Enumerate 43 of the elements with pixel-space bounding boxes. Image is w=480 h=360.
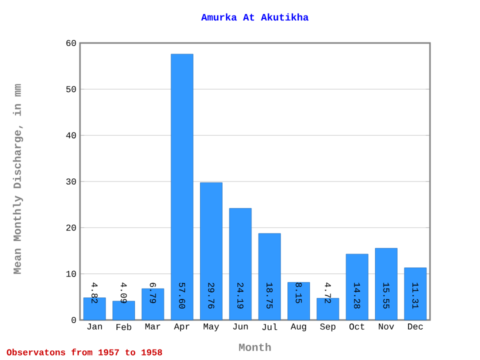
x-tick-label: May [204,324,220,332]
chart-title: Amurka At Akutikha [201,13,309,21]
bar [288,282,310,320]
y-tick-label: 40 [66,132,76,138]
y-tick-label: 0 [72,316,76,324]
data-label: 15.55 [383,282,390,309]
bar [404,268,427,320]
data-label: 14.28 [354,282,360,309]
y-tick-label: 20 [66,224,76,231]
data-label: 57.60 [179,282,186,309]
y-tick-label: 30 [66,178,76,185]
data-label: 4.09 [120,282,127,304]
bar [258,233,281,320]
y-tick-label: 10 [66,270,76,277]
x-tick-label: Feb [116,324,132,330]
x-tick-label: Jan [87,324,102,330]
data-label: 24.19 [237,282,244,308]
data-label: 4.82 [92,282,98,304]
data-label: 18.75 [266,282,273,309]
x-tick-label: Mar [145,324,160,330]
x-tick-label: Aug [290,324,306,332]
y-axis-title: Mean Monthly Discharge, in mm [12,84,24,274]
x-axis-title: Month [239,342,271,352]
data-label: 11.31 [412,282,418,309]
data-label: 6.79 [150,282,156,304]
bar [346,254,368,320]
y-tick-label: 60 [66,40,76,46]
text: Observatons from 1957 to 1958 [6,348,162,356]
x-tick-label: Dec [408,324,423,330]
data-label: 29.76 [208,282,214,309]
bar [229,208,252,320]
bar [200,182,222,320]
y-tick-label: 50 [66,86,76,92]
x-tick-label: Jun [233,324,248,330]
x-tick-label: Sep [320,324,336,332]
x-tick-label: Apr [174,324,190,332]
data-label: 4.72 [324,282,331,304]
bar [375,248,398,320]
x-tick-label: Jul [262,324,278,330]
x-tick-label: Oct [349,324,364,330]
data-label: 8.15 [296,282,302,304]
x-tick-label: Nov [378,324,394,330]
bar [170,54,194,320]
